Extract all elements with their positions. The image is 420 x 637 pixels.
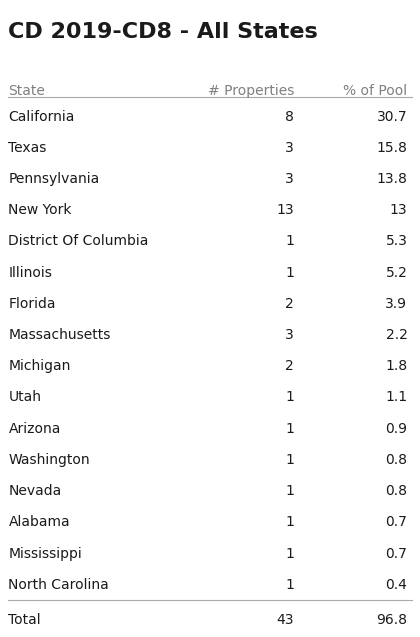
Text: 1: 1: [285, 484, 294, 498]
Text: 0.9: 0.9: [386, 422, 407, 436]
Text: 15.8: 15.8: [376, 141, 407, 155]
Text: 3: 3: [285, 328, 294, 342]
Text: North Carolina: North Carolina: [8, 578, 109, 592]
Text: 1: 1: [285, 547, 294, 561]
Text: Utah: Utah: [8, 390, 42, 404]
Text: 0.4: 0.4: [386, 578, 407, 592]
Text: Total: Total: [8, 613, 41, 627]
Text: # Properties: # Properties: [207, 84, 294, 98]
Text: Nevada: Nevada: [8, 484, 62, 498]
Text: New York: New York: [8, 203, 72, 217]
Text: Massachusetts: Massachusetts: [8, 328, 111, 342]
Text: 3: 3: [285, 141, 294, 155]
Text: 1: 1: [285, 515, 294, 529]
Text: 1: 1: [285, 422, 294, 436]
Text: 1: 1: [285, 266, 294, 280]
Text: Pennsylvania: Pennsylvania: [8, 172, 100, 186]
Text: Washington: Washington: [8, 453, 90, 467]
Text: Alabama: Alabama: [8, 515, 70, 529]
Text: 1: 1: [285, 390, 294, 404]
Text: 0.8: 0.8: [386, 484, 407, 498]
Text: Arizona: Arizona: [8, 422, 61, 436]
Text: 30.7: 30.7: [377, 110, 407, 124]
Text: 0.8: 0.8: [386, 453, 407, 467]
Text: 1.1: 1.1: [385, 390, 407, 404]
Text: 0.7: 0.7: [386, 547, 407, 561]
Text: Michigan: Michigan: [8, 359, 71, 373]
Text: Florida: Florida: [8, 297, 56, 311]
Text: 2: 2: [285, 359, 294, 373]
Text: 2: 2: [285, 297, 294, 311]
Text: 1: 1: [285, 578, 294, 592]
Text: Mississippi: Mississippi: [8, 547, 82, 561]
Text: Texas: Texas: [8, 141, 47, 155]
Text: 8: 8: [285, 110, 294, 124]
Text: 1: 1: [285, 234, 294, 248]
Text: 96.8: 96.8: [376, 613, 407, 627]
Text: District Of Columbia: District Of Columbia: [8, 234, 149, 248]
Text: 3.9: 3.9: [386, 297, 407, 311]
Text: 43: 43: [276, 613, 294, 627]
Text: 13: 13: [390, 203, 407, 217]
Text: 13.8: 13.8: [376, 172, 407, 186]
Text: 1.8: 1.8: [385, 359, 407, 373]
Text: 1: 1: [285, 453, 294, 467]
Text: 13: 13: [276, 203, 294, 217]
Text: 3: 3: [285, 172, 294, 186]
Text: 2.2: 2.2: [386, 328, 407, 342]
Text: 5.3: 5.3: [386, 234, 407, 248]
Text: California: California: [8, 110, 75, 124]
Text: % of Pool: % of Pool: [343, 84, 407, 98]
Text: CD 2019-CD8 - All States: CD 2019-CD8 - All States: [8, 22, 318, 42]
Text: Illinois: Illinois: [8, 266, 52, 280]
Text: 5.2: 5.2: [386, 266, 407, 280]
Text: State: State: [8, 84, 45, 98]
Text: 0.7: 0.7: [386, 515, 407, 529]
